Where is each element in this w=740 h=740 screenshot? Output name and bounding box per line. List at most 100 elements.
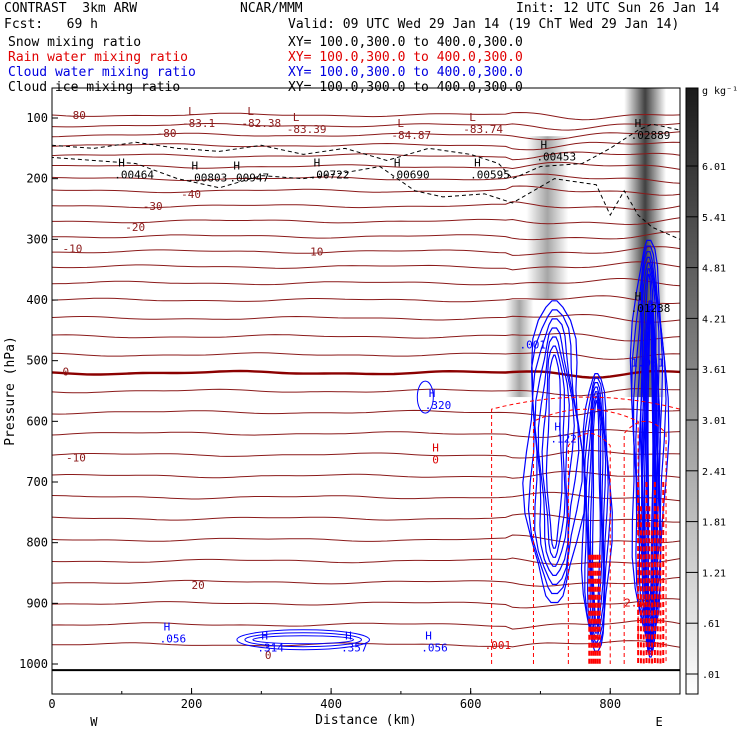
cloud-max-value: .357: [341, 642, 368, 655]
colorbar-tick-label: 3.61: [702, 365, 726, 376]
org-title: NCAR/MMM: [240, 1, 303, 16]
isotherm: [52, 598, 680, 609]
cloud-water-contour: [580, 373, 613, 652]
isotherm: [52, 217, 680, 226]
plot-frame: [51, 87, 681, 695]
field-label-cloud: Cloud water mixing ratio: [8, 65, 196, 80]
isotherm-label: -40: [181, 188, 201, 201]
isotherm: [52, 111, 680, 121]
cloud-water-contour: [545, 354, 563, 549]
isotherm: [52, 161, 680, 170]
isotherm: [52, 332, 680, 342]
isotherm-label: 0: [62, 366, 69, 379]
colorbar-tick-label: .01: [702, 670, 720, 681]
snow-max-value: .00595: [470, 169, 510, 182]
cloud-ice-contour: [52, 123, 680, 240]
cloud-max-marker: H: [345, 630, 352, 643]
cloud-water-contour: [585, 386, 607, 639]
y-tick-label: 100: [26, 111, 48, 125]
y-tick-label: 700: [26, 475, 48, 489]
isotherm: [52, 151, 680, 161]
cloud-max-value: .056: [160, 633, 187, 646]
isotherm-label: -30: [143, 200, 163, 213]
field-xy-snow: XY= 100.0,300.0 to 400.0,300.0: [288, 35, 523, 50]
colorbar-tick-label: 4.21: [702, 314, 726, 325]
field-label-rain: Rain water mixing ratio: [8, 50, 189, 65]
isotherm-label: -80: [66, 109, 86, 122]
colorbar-tick-label: 2.41: [702, 467, 726, 478]
isotherm: [52, 351, 680, 360]
isotherm-label: 10: [310, 245, 323, 258]
cloud-contour-label: .001: [520, 339, 547, 352]
x-tick-label: 0: [48, 697, 55, 711]
snow-max-value: .00947: [229, 172, 269, 185]
shallow-cloud-contour: [252, 635, 354, 645]
colorbar-tick-label: 6.01: [702, 162, 726, 173]
colorbar-tick-label: 4.81: [702, 264, 726, 275]
min-marker: L: [247, 105, 254, 118]
x-tick-label: 600: [460, 697, 482, 711]
colorbar-tick-label: .61: [702, 619, 720, 630]
cloud-max-marker: H: [554, 420, 561, 433]
y-tick-label: 800: [26, 536, 48, 550]
snow-max-value: .00464: [114, 169, 154, 182]
isotherm-label: -10: [66, 452, 86, 465]
snow-max-marker: H: [474, 157, 481, 170]
init-time: Init: 12 UTC Sun 26 Jan 14: [516, 1, 720, 16]
snow-max-value: .00690: [390, 169, 430, 182]
snow-shading-mid: [526, 136, 569, 300]
cloud-water-contour: [522, 300, 587, 604]
x-tick-label: 800: [599, 697, 621, 711]
snow-max-marker: H: [635, 290, 642, 303]
isotherm-label: 0: [265, 649, 272, 662]
snow-max-value: .00803: [188, 172, 228, 185]
isotherm: [52, 295, 680, 304]
x-axis-label: Distance (km): [315, 713, 417, 728]
isotherm: [52, 278, 680, 287]
y-tick-label: 900: [26, 596, 48, 610]
isotherm: [52, 449, 680, 459]
model-title: CONTRAST 3km ARW: [4, 1, 138, 16]
field-label-snow: Snow mixing ratio: [8, 35, 142, 50]
x-tick-label: 200: [181, 697, 203, 711]
isotherm: [52, 534, 680, 544]
rain-contour: [532, 408, 639, 664]
cloud-water-contour: [541, 345, 566, 558]
colorbar-tick-label: 1.81: [702, 518, 726, 529]
y-axis-label: Pressure (hPa): [3, 336, 18, 446]
min-value: -82.38: [241, 117, 281, 130]
cloud-water-contour: [537, 336, 570, 567]
snow-max-marker: H: [635, 117, 642, 130]
x-tick-label: 400: [320, 697, 342, 711]
cloud-max-marker: H: [429, 387, 436, 400]
isotherm: [52, 429, 680, 438]
rain-contour: [623, 420, 667, 664]
cloud-max-value: .122: [550, 432, 577, 445]
rain-contour: [567, 432, 611, 664]
colorbar-unit: g kg⁻¹: [702, 86, 738, 97]
snow-max-marker: H: [540, 138, 547, 151]
snow-max-value: .00722: [310, 169, 350, 182]
rain-contour-label: .001: [485, 639, 512, 652]
field-xy-cloud: XY= 100.0,300.0 to 400.0,300.0: [288, 65, 523, 80]
y-tick-label: 400: [26, 293, 48, 307]
isotherm: [52, 640, 680, 648]
min-marker: L: [293, 111, 300, 124]
cloud-max-value: .314: [257, 642, 284, 655]
west-label: W: [90, 715, 98, 729]
y-tick-label: 1000: [19, 657, 48, 671]
colorbar-tick-label: 5.41: [702, 213, 726, 224]
cloud-water-contour: [591, 400, 601, 625]
isotherm: [52, 557, 680, 565]
cloud-contour-label: 1.001: [631, 357, 664, 370]
min-value: -83.39: [287, 123, 327, 136]
cloud-max-value: .056: [421, 642, 448, 655]
y-tick-label: 600: [26, 414, 48, 428]
rain-max-value: 0: [432, 454, 439, 467]
shallow-cloud-contour: [244, 632, 362, 648]
snow-max-marker: H: [314, 157, 321, 170]
isotherm-label: -80: [157, 127, 177, 140]
isotherm: [52, 261, 680, 271]
colorbar: [685, 87, 699, 695]
